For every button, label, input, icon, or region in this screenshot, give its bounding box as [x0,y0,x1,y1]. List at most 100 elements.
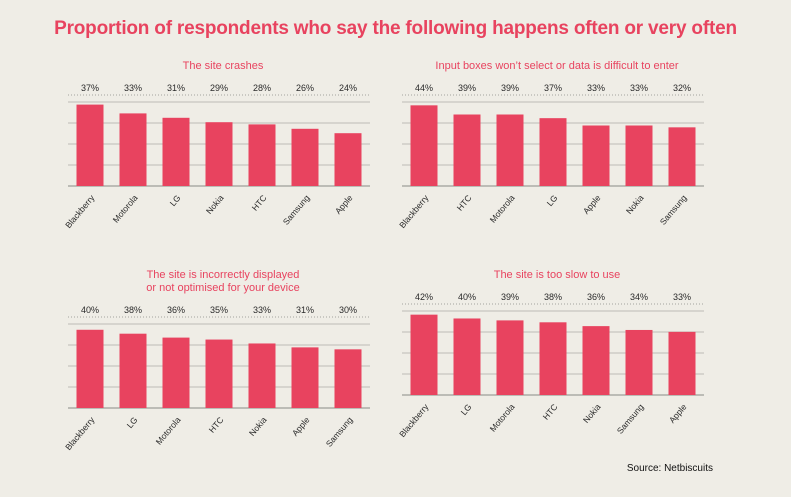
value-label: 39% [501,83,519,93]
category-label: LG [168,193,183,208]
value-label: 33% [124,83,142,93]
bar-motorola [496,320,524,395]
category-label: HTC [455,193,474,213]
category-label: Apple [290,415,312,438]
category-label: Samsung [658,193,689,227]
chart-title: The site crashes [58,60,388,73]
category-label: Motorola [154,415,183,447]
value-label: 42% [415,292,433,302]
category-label: Nokia [247,415,269,438]
category-label: Nokia [204,193,226,216]
chart-title-line: The site is too slow to use [493,269,621,281]
bar-htc [453,114,481,186]
bar-chart-svg: 37% Blackberry 33% Motorola 31% LG 29% Nokia 28%… [63,83,370,230]
category-label: Motorola [488,402,517,434]
chart-title: The site is incorrectly displayed or not … [58,269,388,295]
main-title: Proportion of respondents who say the fo… [54,18,737,39]
value-label: 38% [544,292,562,302]
bar-blackberry [76,329,104,408]
category-label: Apple [333,193,355,216]
value-label: 29% [210,83,228,93]
chart-title-line: Input boxes won’t select or data is diff… [435,60,679,72]
value-label: 36% [167,305,185,315]
value-label: 26% [296,83,314,93]
value-label: 44% [415,83,433,93]
value-label: 28% [253,83,271,93]
value-label: 37% [544,83,562,93]
category-label: Apple [581,193,603,216]
value-label: 34% [630,292,648,302]
value-label: 33% [253,305,271,315]
value-label: 35% [210,305,228,315]
category-label: HTC [250,193,269,213]
category-label: Nokia [581,402,603,425]
bar-samsung [668,127,696,186]
source-note: Source: Netbiscuits [626,463,713,474]
category-label: Blackberry [397,401,431,439]
value-label: 38% [124,305,142,315]
chart-title-line: or not optimised for your device [146,282,300,294]
bar-apple [291,347,319,408]
chart-panel-site-crashes: The site crashes 37% Blackberry 33% Motorola… [58,60,388,260]
bar-chart-svg: 44% Blackberry 39% HTC 39% Motorola 37% LG 33% Ap… [397,83,704,230]
chart-title-line: The site crashes [182,60,264,72]
category-label: Samsung [615,402,646,436]
bar-lg [539,118,567,186]
category-label: Blackberry [397,192,431,230]
category-label: HTC [207,415,226,435]
bar-samsung [625,329,653,395]
chart-panel-incorrectly-displayed: The site is incorrectly displayed or not … [58,269,388,469]
value-label: 33% [630,83,648,93]
bar-lg [119,333,147,408]
chart-title-line: The site is incorrectly displayed [146,269,300,281]
value-label: 40% [458,292,476,302]
value-label: 40% [81,305,99,315]
bar-htc [539,322,567,395]
value-label: 24% [339,83,357,93]
value-label: 36% [587,292,605,302]
bar-lg [453,318,481,395]
category-label: LG [459,402,474,417]
bar-motorola [119,113,147,186]
category-label: Nokia [624,193,646,216]
category-label: LG [125,415,140,430]
chart-panel-too-slow: The site is too slow to use 42% Blackberry… [392,269,722,469]
chart-title: The site is too slow to use [392,269,722,282]
bar-blackberry [410,314,438,395]
value-label: 39% [501,292,519,302]
bar-nokia [248,343,276,408]
value-label: 33% [587,83,605,93]
value-label: 30% [339,305,357,315]
chart-panel-input-boxes: Input boxes won’t select or data is diff… [392,60,722,260]
value-label: 32% [673,83,691,93]
bar-chart-svg: 40% Blackberry 38% LG 36% Motorola 35% HTC 33% No… [63,305,370,452]
bar-lg [162,117,190,186]
value-label: 33% [673,292,691,302]
category-label: Blackberry [63,414,97,452]
chart-title: Input boxes won’t select or data is diff… [392,60,722,73]
bar-samsung [334,349,362,408]
value-label: 37% [81,83,99,93]
bar-apple [582,125,610,186]
bar-nokia [625,125,653,186]
bar-htc [248,124,276,186]
value-label: 31% [167,83,185,93]
bar-blackberry [76,104,104,186]
category-label: Blackberry [63,192,97,230]
bar-apple [334,133,362,186]
value-label: 31% [296,305,314,315]
value-label: 39% [458,83,476,93]
category-label: Samsung [324,415,355,449]
category-label: Motorola [111,193,140,225]
bar-motorola [162,337,190,408]
category-label: HTC [541,402,560,422]
bar-nokia [205,122,233,186]
bar-nokia [582,326,610,395]
bar-htc [205,339,233,408]
bar-apple [668,331,696,395]
bar-motorola [496,114,524,186]
category-label: Apple [667,402,689,425]
bar-samsung [291,128,319,186]
bar-blackberry [410,105,438,186]
category-label: Samsung [281,193,312,227]
